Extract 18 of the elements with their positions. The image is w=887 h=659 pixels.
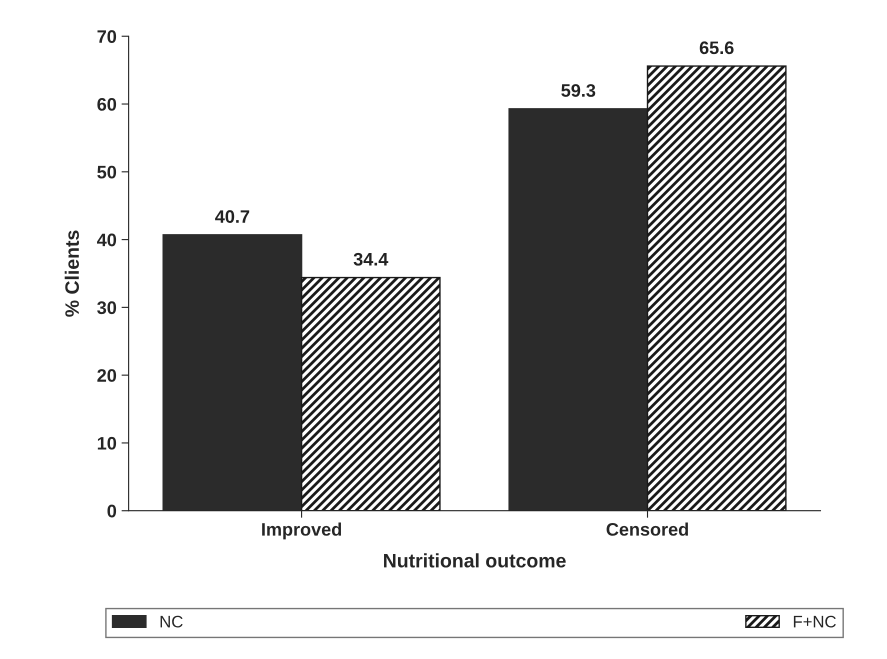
data-label: 40.7 (215, 210, 250, 223)
y-tick-label: 40 (97, 234, 116, 246)
y-tick-label: 70 (98, 30, 116, 43)
legend-label: F+NC (794, 616, 836, 628)
legend-label: NC (160, 616, 183, 628)
data-label: 65.6 (700, 41, 734, 54)
y-axis-title: % Clients (64, 230, 79, 317)
y-tick-label: 10 (98, 436, 116, 450)
x-tick-label: Censored (606, 522, 688, 536)
x-axis-title: Nutritional outcome (384, 553, 566, 568)
data-label: 59.3 (561, 84, 596, 97)
x-tick-label: Improved (262, 522, 342, 540)
y-tick-label: 60 (97, 98, 116, 111)
y-tick-label: 0 (107, 504, 116, 518)
y-tick-label: 30 (97, 301, 116, 314)
y-tick-label: 20 (97, 369, 116, 382)
data-label: 34.4 (354, 252, 388, 266)
y-tick-label: 50 (97, 166, 116, 179)
